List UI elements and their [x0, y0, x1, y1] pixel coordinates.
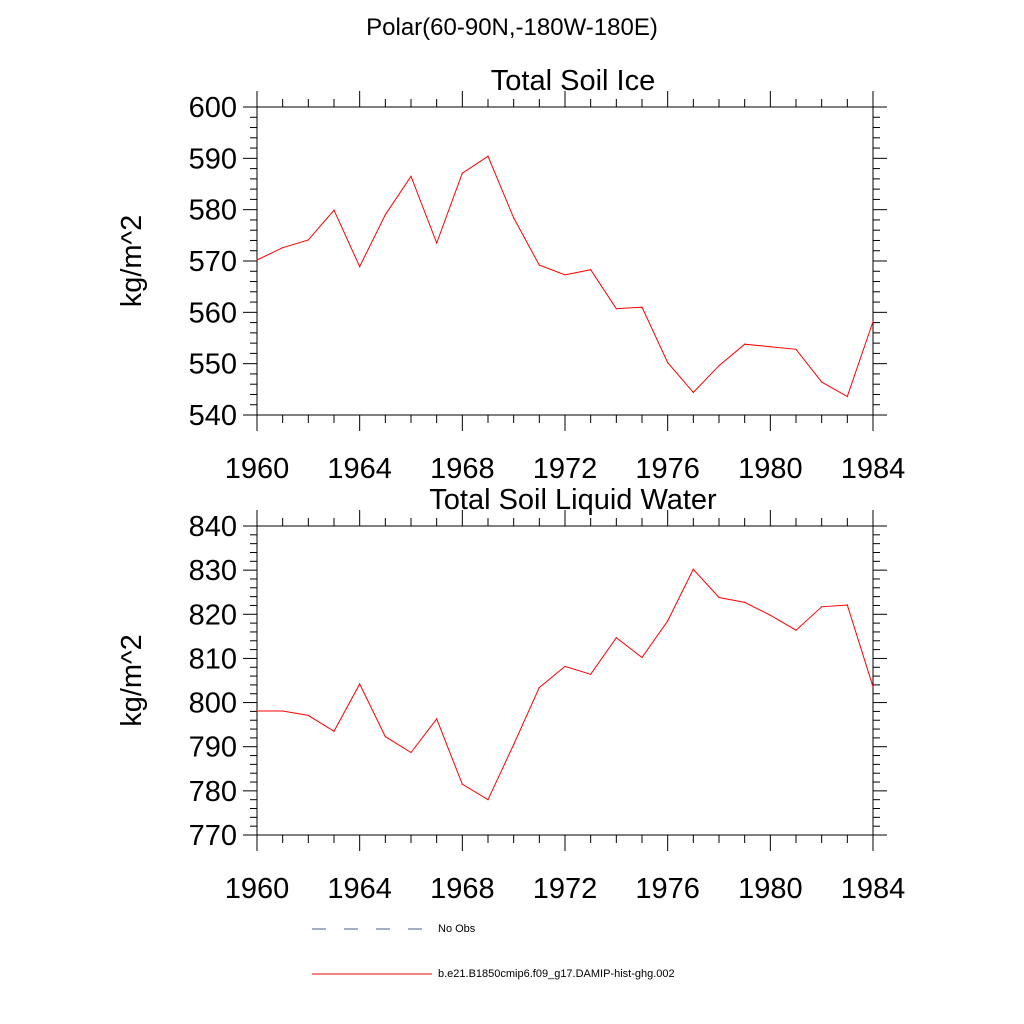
data-point: [795, 348, 797, 350]
data-point: [692, 568, 694, 570]
data-point: [846, 395, 848, 398]
data-point: [513, 217, 515, 219]
x-tick-label: 1964: [327, 453, 392, 485]
x-tick-label: 1960: [225, 873, 290, 905]
data-point: [384, 214, 386, 216]
data-point: [744, 601, 746, 603]
y-tick-label: 810: [189, 643, 237, 675]
data-point: [564, 665, 566, 667]
data-point: [307, 239, 309, 241]
data-point: [461, 783, 463, 785]
y-axis-label: kg/m^2: [116, 215, 148, 308]
data-point: [795, 629, 797, 631]
data-point: [333, 730, 335, 732]
data-point: [641, 306, 643, 308]
y-tick-label: 600: [189, 92, 237, 124]
y-tick-label: 580: [189, 195, 237, 227]
data-point: [410, 175, 412, 177]
y-tick-label: 800: [189, 688, 237, 720]
y-tick-label: 550: [189, 349, 237, 381]
data-point: [333, 209, 335, 211]
data-point: [590, 269, 592, 271]
data-point: [359, 266, 361, 268]
data-point: [564, 274, 566, 276]
data-point: [513, 743, 515, 746]
chart-title: Total Soil Liquid Water: [429, 484, 717, 516]
x-tick-label: 1984: [841, 453, 906, 485]
data-point: [846, 604, 848, 606]
data-point: [872, 686, 874, 688]
y-tick-label: 790: [189, 732, 237, 764]
data-point: [590, 673, 592, 675]
data-point: [744, 343, 746, 345]
data-point: [487, 799, 489, 801]
data-point: [487, 155, 489, 157]
data-point: [821, 381, 823, 383]
data-point: [692, 391, 694, 394]
x-tick-label: 1972: [533, 453, 598, 485]
x-tick-label: 1968: [430, 873, 495, 905]
data-point: [436, 242, 438, 244]
data-point: [667, 620, 669, 622]
y-tick-label: 540: [189, 400, 237, 432]
panel-total-soil-ice: Total Soil Ice kg/m^2 540 550 560 570 580 590 60…: [116, 65, 905, 485]
legend: [312, 928, 432, 975]
data-point: [641, 656, 643, 659]
y-tick-label: 570: [189, 246, 237, 278]
y-axis-label: kg/m^2: [116, 634, 148, 727]
series-line: [256, 155, 874, 398]
data-point: [436, 718, 438, 720]
legend-label-no-obs: No Obs: [438, 923, 476, 935]
main-title: Polar(60-90N,-180W-180E): [366, 14, 658, 41]
x-tick-label: 1976: [635, 873, 700, 905]
plot-frame: [256, 525, 874, 836]
data-point: [461, 172, 463, 174]
y-tick-label: 780: [189, 776, 237, 808]
y-tick-label: 590: [189, 143, 237, 175]
data-point: [307, 714, 309, 716]
data-point: [256, 710, 258, 712]
data-point: [718, 596, 720, 599]
y-tick-label: 830: [189, 555, 237, 587]
y-tick-label: 770: [189, 820, 237, 852]
x-tick-label: 1976: [635, 453, 700, 485]
chart-title: Total Soil Ice: [491, 65, 655, 97]
data-point: [359, 683, 361, 685]
y-tick-label: 820: [189, 599, 237, 631]
data-point: [769, 346, 771, 348]
series-line: [257, 568, 874, 801]
data-point: [615, 308, 617, 310]
data-point: [821, 606, 823, 608]
x-tick-label: 1972: [533, 873, 598, 905]
x-tick-label: 1984: [841, 873, 906, 905]
data-point: [667, 362, 669, 364]
x-tick-label: 1980: [738, 453, 803, 485]
data-point: [410, 751, 412, 754]
data-point: [538, 264, 540, 266]
y-tick-label: 840: [189, 511, 237, 543]
y-tick-label: 560: [189, 297, 237, 329]
data-point: [282, 247, 284, 249]
plot-frame: [256, 106, 874, 416]
data-point: [282, 710, 284, 712]
data-point: [769, 614, 771, 616]
x-tick-label: 1960: [225, 453, 290, 485]
data-point: [615, 637, 617, 639]
data-point: [384, 735, 386, 738]
data-point: [718, 365, 720, 367]
data-point: [872, 320, 874, 323]
data-point: [538, 686, 540, 689]
data-point: [256, 259, 258, 261]
x-tick-label: 1968: [430, 453, 495, 485]
x-tick-label: 1964: [327, 873, 392, 905]
x-tick-label: 1980: [738, 873, 803, 905]
panel-total-soil-liquid-water: Total Soil Liquid Water kg/m^2 770 780 790 80…: [116, 484, 905, 905]
legend-label-model-run: b.e21.B1850cmip6.f09_g17.DAMIP-hist-ghg.…: [438, 968, 675, 980]
